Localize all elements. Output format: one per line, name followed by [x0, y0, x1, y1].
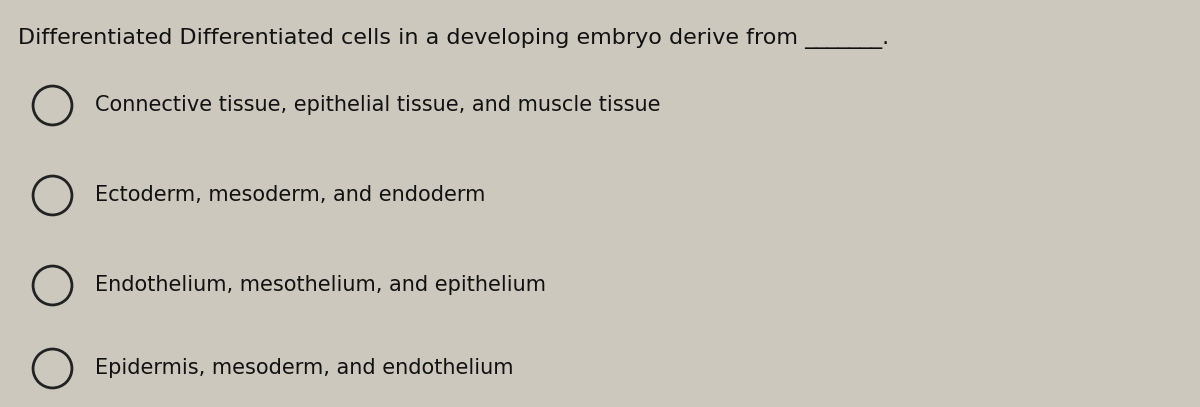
- Text: Connective tissue, epithelial tissue, and muscle tissue: Connective tissue, epithelial tissue, an…: [95, 95, 660, 115]
- Text: Ectoderm, mesoderm, and endoderm: Ectoderm, mesoderm, and endoderm: [95, 185, 485, 205]
- Text: Epidermis, mesoderm, and endothelium: Epidermis, mesoderm, and endothelium: [95, 358, 514, 378]
- Text: Endothelium, mesothelium, and epithelium: Endothelium, mesothelium, and epithelium: [95, 275, 546, 295]
- Text: Differentiated Differentiated cells in a developing embryo derive from _______.: Differentiated Differentiated cells in a…: [18, 28, 889, 49]
